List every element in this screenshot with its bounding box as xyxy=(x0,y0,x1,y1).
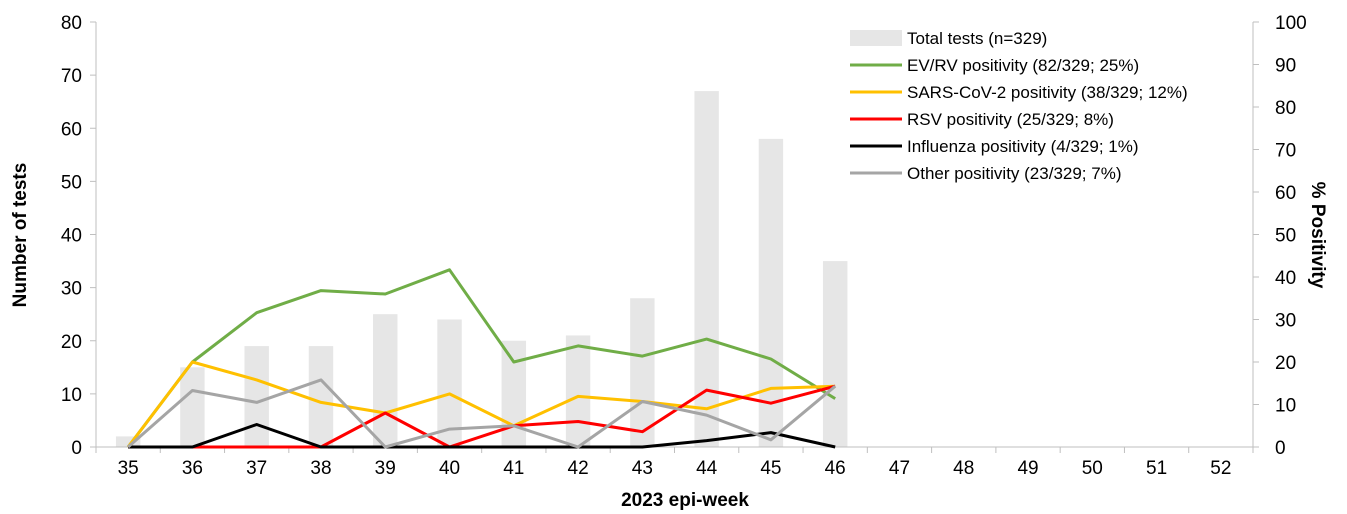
y2-axis-title: % Positivity xyxy=(1307,182,1328,289)
bar-week-41 xyxy=(501,340,527,447)
legend-label-1: SARS-CoV-2 positivity (38/329; 12%) xyxy=(907,83,1188,102)
bar-week-39 xyxy=(373,314,398,447)
x-tick-label: 50 xyxy=(1082,458,1103,479)
x-tick-label: 45 xyxy=(760,458,781,479)
legend-swatch-bars xyxy=(850,30,902,46)
x-tick-label: 37 xyxy=(246,458,267,479)
y-tick-label: 10 xyxy=(61,385,82,406)
legend-label-3: Influenza positivity (4/329; 1%) xyxy=(907,137,1139,156)
bar-week-40 xyxy=(437,319,462,447)
y-tick-label: 80 xyxy=(61,13,82,34)
y-tick-label: 60 xyxy=(61,119,82,140)
series-line-4 xyxy=(127,378,837,449)
series-line-2 xyxy=(128,384,836,449)
y2-tick-label: 70 xyxy=(1275,141,1296,162)
y-tick-label: 50 xyxy=(61,172,82,193)
x-tick-label: 48 xyxy=(953,458,974,479)
y2-tick-label: 40 xyxy=(1275,268,1296,289)
y2-tick-label: 0 xyxy=(1275,438,1286,459)
bars-layer xyxy=(115,91,848,447)
x-tick-label: 36 xyxy=(182,458,203,479)
legend: Total tests (n=329) EV/RV positivity (82/… xyxy=(850,29,1188,183)
x-tick-label: 46 xyxy=(825,458,846,479)
x-tick-label: 40 xyxy=(439,458,460,479)
x-tick-label: 51 xyxy=(1146,458,1167,479)
bar-week-44 xyxy=(694,91,719,447)
y2-tick-label: 20 xyxy=(1275,353,1296,374)
y-tick-label: 0 xyxy=(71,438,82,459)
series-line-1 xyxy=(126,360,836,448)
x-tick-label: 42 xyxy=(568,458,589,479)
x-axis-title: 2023 epi-week xyxy=(621,490,749,511)
y2-tick-label: 100 xyxy=(1275,13,1307,34)
y2-tick-label: 90 xyxy=(1275,56,1296,77)
y-tick-label: 70 xyxy=(61,66,82,87)
bar-week-36 xyxy=(180,367,205,447)
bar-week-37 xyxy=(244,346,269,447)
y2-tick-label: 10 xyxy=(1275,396,1296,417)
y-tick-label: 20 xyxy=(61,332,82,353)
x-tick-label: 47 xyxy=(889,458,910,479)
x-tick-label: 43 xyxy=(632,458,653,479)
legend-label-4: Other positivity (23/329; 7%) xyxy=(907,164,1121,183)
legend-label-2: RSV positivity (25/329; 8%) xyxy=(907,110,1114,129)
x-tick-label: 52 xyxy=(1210,458,1231,479)
x-tick-label: 44 xyxy=(696,458,718,479)
bar-week-45 xyxy=(758,138,784,447)
y2-tick-label: 30 xyxy=(1275,311,1296,332)
legend-label-0: EV/RV positivity (82/329; 25%) xyxy=(907,56,1139,75)
x-tick-label: 38 xyxy=(310,458,331,479)
series-line-3 xyxy=(128,423,836,449)
y-axis-title: Number of tests xyxy=(10,163,31,308)
legend-label-bars: Total tests (n=329) xyxy=(907,29,1047,48)
x-tick-label: 41 xyxy=(503,458,524,479)
bar-week-35 xyxy=(115,436,141,447)
series-line-0 xyxy=(126,268,836,448)
ticks-layer: 0 10 20 30 40 50 60 70 80 0 10 20 30 40 50 60 70 80 90 100 3… xyxy=(61,13,1307,479)
x-tick-label: 35 xyxy=(118,458,139,479)
y2-tick-label: 80 xyxy=(1275,98,1296,119)
y2-tick-label: 60 xyxy=(1275,183,1296,204)
y2-tick-label: 50 xyxy=(1275,226,1296,247)
x-tick-label: 39 xyxy=(375,458,396,479)
lines-layer xyxy=(126,268,837,449)
y-tick-label: 40 xyxy=(61,226,82,247)
bar-week-46 xyxy=(822,261,848,447)
bar-week-42 xyxy=(565,335,591,447)
y-tick-label: 30 xyxy=(61,279,82,300)
bar-week-38 xyxy=(308,346,334,447)
bar-week-43 xyxy=(630,298,655,447)
x-tick-label: 49 xyxy=(1017,458,1038,479)
